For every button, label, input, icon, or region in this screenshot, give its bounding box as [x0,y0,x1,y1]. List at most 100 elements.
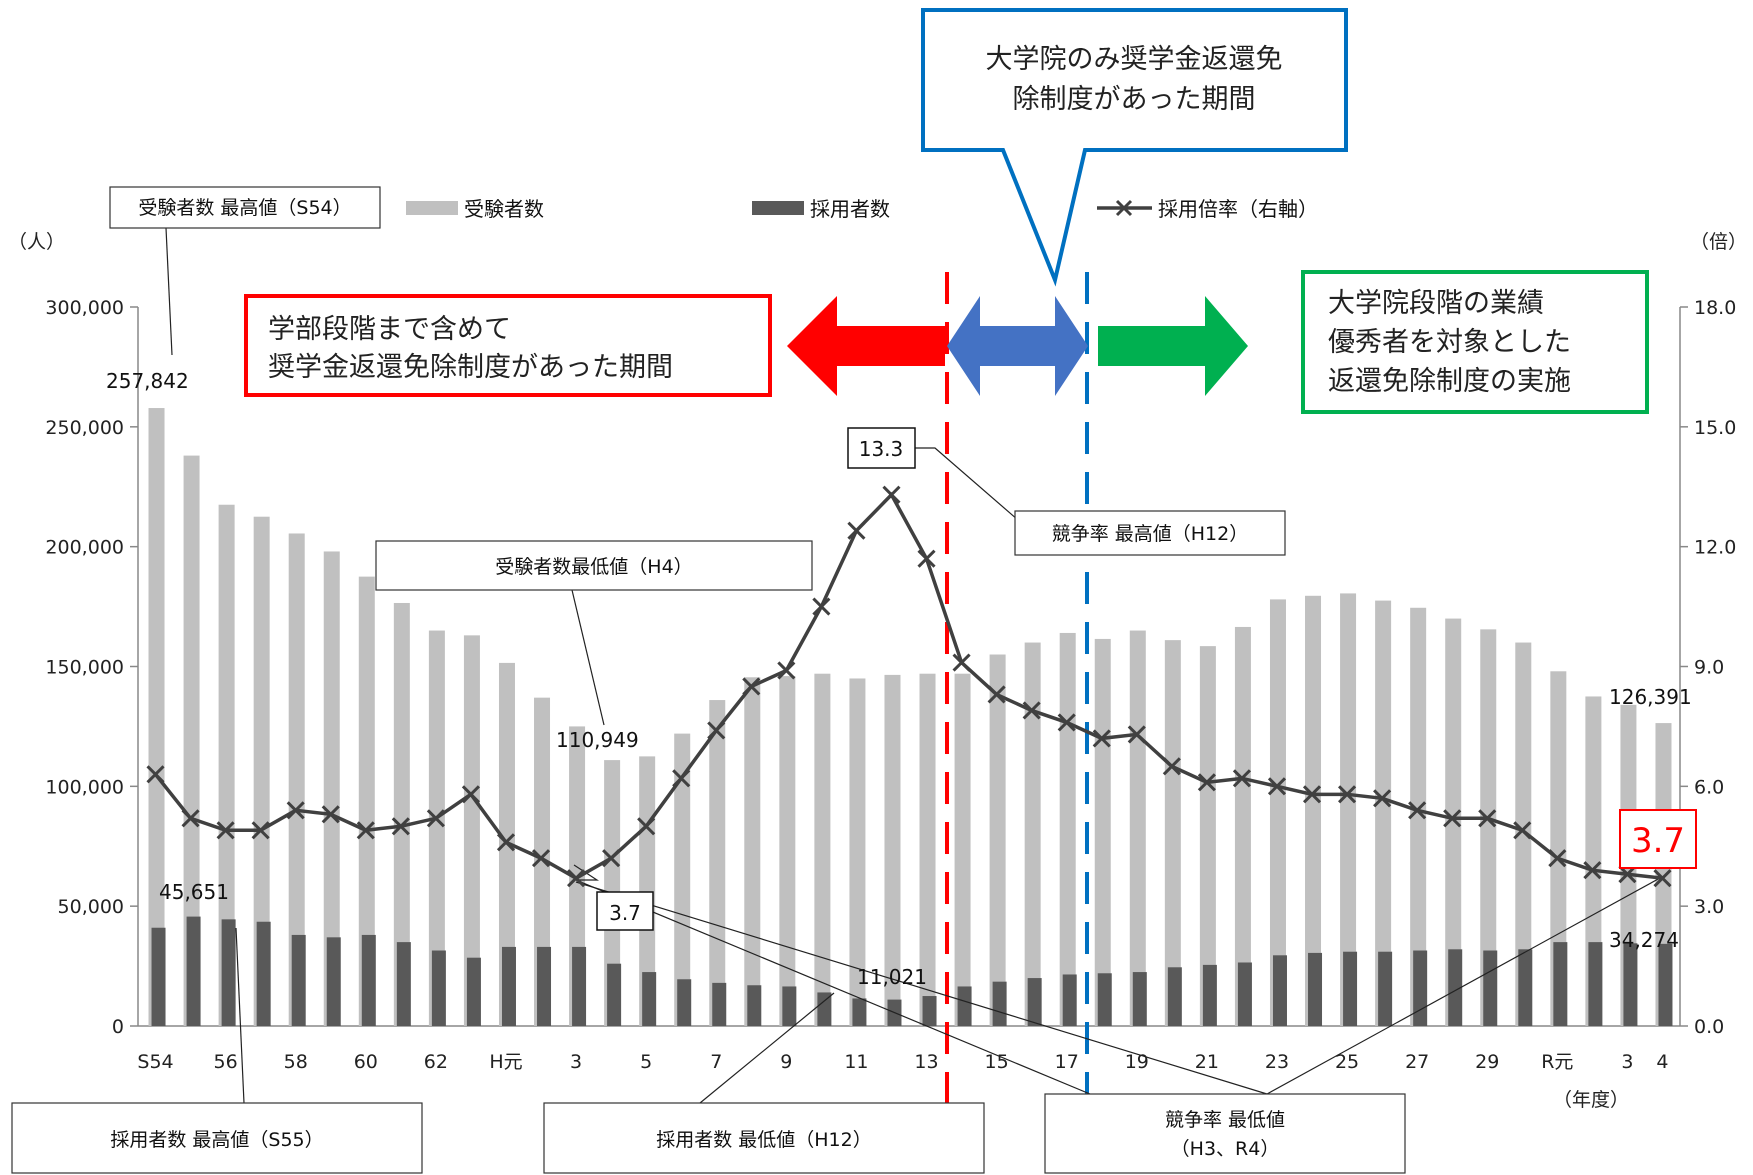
leader-lines [165,227,1661,1104]
rate-marker [1653,869,1672,888]
hire-bar [1588,942,1603,1026]
rate-marker [637,817,656,836]
exam-bar [849,678,866,1026]
rate-marker [812,597,831,616]
rate-marker [461,785,480,804]
hire-bar [1553,942,1568,1026]
rate-last-label-box [1619,809,1697,869]
left-axis-ticks: 0 50,000 100,000 150,000 200,000 250,000 300,0… [45,297,138,1038]
green-arrow-right [1098,296,1248,396]
x-tick-label: 21 [1195,1051,1219,1073]
exam-bar [1164,640,1181,1026]
red-arrow-left [787,296,945,396]
exam-bar [1515,642,1532,1026]
period-green-line3: 返還免除制度の実施 [1328,366,1571,397]
hire-bar [957,986,972,1026]
rate-marker [356,821,375,840]
rate-marker [917,549,936,568]
exam-bar [534,697,551,1026]
hire-bar [1097,973,1112,1026]
rate-marker [1057,713,1076,732]
period-green-line1: 大学院段階の業績 [1328,288,1544,319]
callout-rate-max: 競争率 最高値（H12） [1052,523,1249,545]
hire-last-label: 34,274 [1609,928,1679,952]
legend-label-rate: 採用倍率（右軸） [1158,197,1318,221]
x-tick-label: 58 [284,1051,308,1073]
exam-bar [744,677,761,1026]
x-tick-label: 4 [1656,1051,1668,1073]
hire-bar [537,946,552,1026]
legend: 受験者数 採用者数 採用倍率（右軸） [406,197,1318,221]
x-tick-label: 13 [914,1051,938,1073]
exam-bar [183,455,200,1026]
exam-bar [1199,646,1216,1026]
exam-bar [288,533,305,1026]
hire-bar [1132,972,1147,1026]
exam-bar [393,602,410,1026]
hire-bar [1483,950,1498,1026]
hire-bar [1413,950,1428,1026]
hire-bar [677,979,692,1026]
hire-bar [221,919,236,1026]
rate-marker [1443,809,1462,828]
hire-max-label: 45,651 [159,880,229,904]
exam-bar [1410,607,1427,1026]
hire-bar [431,950,446,1026]
exam-bar [1024,642,1041,1026]
exam-bar [323,551,340,1026]
period-red-line1: 学部段階まで含めて [268,314,511,345]
legend-label-exam: 受験者数 [464,197,544,221]
x-tick-label: R元 [1541,1051,1573,1073]
x-tick-label: 11 [844,1051,868,1073]
exam-bar [1059,632,1076,1026]
rate-marker [286,801,305,820]
rate-marker [602,849,621,868]
hire-bar [1448,949,1463,1026]
exam-bar [1094,638,1111,1026]
period-box-green [1301,270,1649,414]
rate-marker [1513,821,1532,840]
x-tick-label: 29 [1475,1051,1499,1073]
hire-bar [256,921,271,1026]
right-tick-label: 6.0 [1694,776,1724,798]
x-tick-label: 27 [1405,1051,1429,1073]
hire-bar [782,986,797,1026]
hire-bar [747,985,762,1026]
bars [148,408,1673,1027]
hire-bar [396,942,411,1026]
callout-hire-max-box [11,1102,423,1174]
right-axis-ticks: 0.0 3.0 6.0 9.0 12.0 15.0 18.0 [1680,297,1736,1038]
hire-bar [1062,974,1077,1026]
rate-marker [216,821,235,840]
left-tick-label: 250,000 [45,417,124,439]
period-green-line2: 優秀者を対象とした [1328,327,1571,358]
hire-bar [501,946,516,1026]
rate-marker [707,721,726,740]
right-axis-unit: （倍） [1690,231,1747,253]
hire-bar [1202,964,1217,1026]
rate-marker [1478,809,1497,828]
hire-bar [1167,967,1182,1026]
x-tick-label: 60 [354,1051,378,1073]
hire-bar [186,916,201,1026]
x-tick-label: 3 [1621,1051,1633,1073]
exam-bar [989,654,1006,1026]
hire-bar [291,934,306,1026]
period-red-line2: 奨学金返還免除制度があった期間 [268,352,673,383]
rate-marker [847,521,866,540]
hire-bar [151,927,166,1026]
exam-bar [1445,618,1462,1026]
period-blue-line2: 除制度があった期間 [1013,84,1256,115]
exam-bar [463,635,480,1026]
hire-bar [1027,978,1042,1026]
x-tick-labels: S54 56 58 60 62 H元 3 5 7 9 11 13 15 17 19 21 23 25 27 29 R元 3… [137,1051,1668,1073]
x-tick-label: 9 [780,1051,792,1073]
rate-marker [181,809,200,828]
rate-marker [672,769,691,788]
rate-marker [952,653,971,672]
rate-marker [1338,785,1357,804]
exam-bar [218,504,235,1027]
rate-marker [1548,849,1567,868]
exam-bar [709,700,726,1026]
